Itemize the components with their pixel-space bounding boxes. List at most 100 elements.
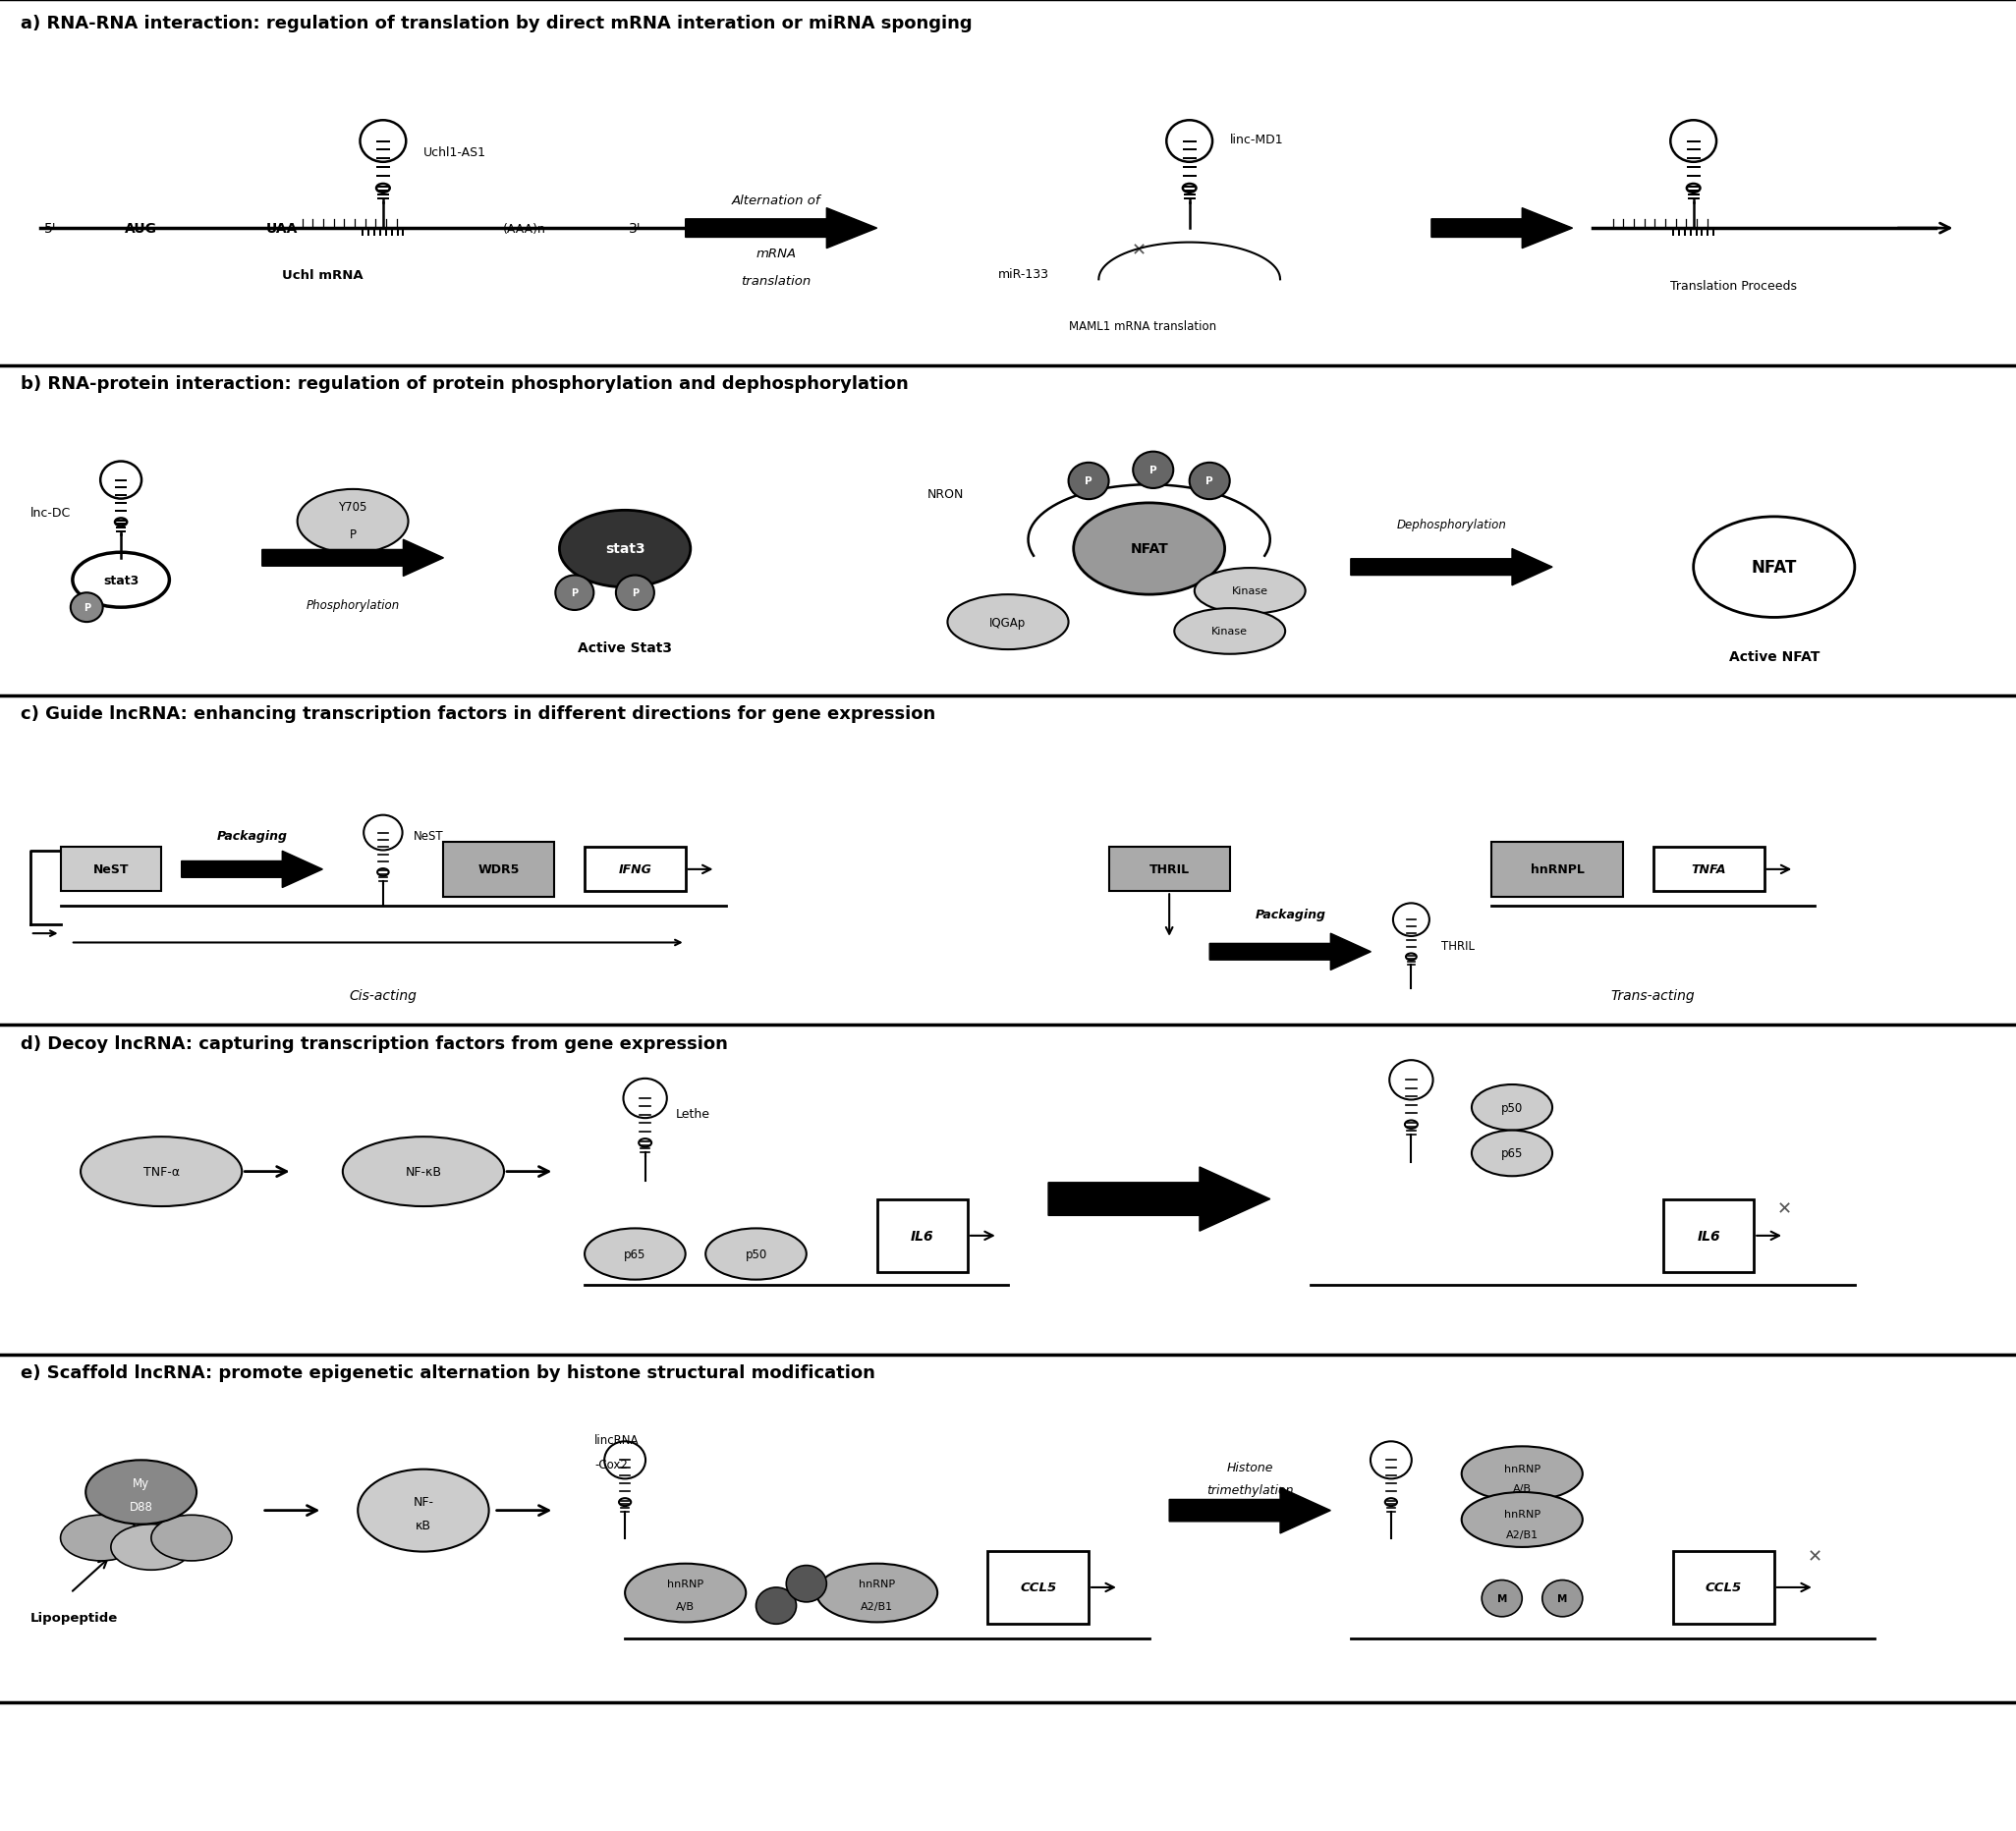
Text: -Cox2: -Cox2 xyxy=(595,1457,629,1470)
FancyArrow shape xyxy=(1351,549,1552,586)
Ellipse shape xyxy=(151,1516,232,1560)
Ellipse shape xyxy=(60,1516,141,1560)
FancyBboxPatch shape xyxy=(877,1199,968,1273)
Text: TNFA: TNFA xyxy=(1691,864,1726,875)
Circle shape xyxy=(756,1587,796,1624)
Ellipse shape xyxy=(111,1523,192,1569)
Circle shape xyxy=(786,1566,827,1602)
Text: CCL5: CCL5 xyxy=(1020,1582,1056,1593)
Circle shape xyxy=(617,577,653,612)
FancyArrow shape xyxy=(685,209,877,249)
Text: WDR5: WDR5 xyxy=(478,864,520,875)
Text: Lethe: Lethe xyxy=(675,1108,710,1121)
Text: mRNA: mRNA xyxy=(756,247,796,260)
FancyArrow shape xyxy=(262,540,444,577)
FancyArrow shape xyxy=(1048,1168,1270,1232)
Ellipse shape xyxy=(816,1564,937,1622)
Text: lincRNA: lincRNA xyxy=(595,1434,639,1446)
Text: 5'—: 5'— xyxy=(44,222,71,236)
Circle shape xyxy=(554,577,593,612)
Circle shape xyxy=(71,593,103,623)
Text: κB: κB xyxy=(415,1520,431,1531)
Text: miR-133: miR-133 xyxy=(998,269,1048,280)
Text: a) RNA-RNA interaction: regulation of translation by direct mRNA interation or m: a) RNA-RNA interaction: regulation of tr… xyxy=(20,15,972,33)
Ellipse shape xyxy=(706,1229,806,1280)
Ellipse shape xyxy=(1472,1084,1552,1130)
Text: P: P xyxy=(571,588,579,599)
FancyBboxPatch shape xyxy=(60,848,161,892)
Text: p65: p65 xyxy=(1502,1148,1522,1159)
Text: Packaging: Packaging xyxy=(216,829,288,842)
Circle shape xyxy=(1482,1580,1522,1617)
Text: IFNG: IFNG xyxy=(619,864,651,875)
Text: My: My xyxy=(133,1478,149,1489)
Circle shape xyxy=(1068,463,1109,500)
Text: UAA: UAA xyxy=(266,222,298,236)
Ellipse shape xyxy=(296,489,407,553)
Ellipse shape xyxy=(73,553,169,608)
FancyBboxPatch shape xyxy=(444,842,554,897)
Ellipse shape xyxy=(1073,504,1224,595)
Text: stat3: stat3 xyxy=(605,542,645,557)
FancyBboxPatch shape xyxy=(1663,1199,1754,1273)
Ellipse shape xyxy=(1472,1130,1552,1177)
Text: Cis-acting: Cis-acting xyxy=(349,989,417,1003)
Text: Trans-acting: Trans-acting xyxy=(1611,989,1695,1003)
Text: A2/B1: A2/B1 xyxy=(1506,1529,1538,1540)
Text: A/B: A/B xyxy=(675,1600,696,1611)
Text: Uchl mRNA: Uchl mRNA xyxy=(282,269,363,282)
FancyBboxPatch shape xyxy=(1492,842,1623,897)
Text: p50: p50 xyxy=(746,1249,766,1260)
Text: P: P xyxy=(1085,476,1093,487)
FancyBboxPatch shape xyxy=(1109,848,1230,892)
Text: hnRNP: hnRNP xyxy=(1504,1509,1540,1520)
Ellipse shape xyxy=(1462,1492,1583,1547)
Text: AUG: AUG xyxy=(125,222,157,236)
Text: IQGAp: IQGAp xyxy=(990,617,1026,628)
FancyArrow shape xyxy=(181,851,323,888)
Text: P: P xyxy=(1149,465,1157,476)
Text: M: M xyxy=(1496,1593,1508,1604)
FancyBboxPatch shape xyxy=(585,848,685,892)
Text: Dephosphorylation: Dephosphorylation xyxy=(1397,518,1506,531)
Text: Active NFAT: Active NFAT xyxy=(1728,650,1820,665)
Text: lnc-DC: lnc-DC xyxy=(30,507,71,518)
Ellipse shape xyxy=(1462,1446,1583,1501)
Text: Phosphorylation: Phosphorylation xyxy=(306,599,399,612)
Text: NeST: NeST xyxy=(93,864,129,875)
Text: M: M xyxy=(1556,1593,1568,1604)
Ellipse shape xyxy=(1693,516,1855,617)
Text: hnRNP: hnRNP xyxy=(1504,1463,1540,1474)
Text: hnRNP: hnRNP xyxy=(667,1578,704,1589)
Text: hnRNP: hnRNP xyxy=(859,1578,895,1589)
Text: A/B: A/B xyxy=(1512,1483,1532,1494)
Text: (AAA)n: (AAA)n xyxy=(502,223,546,234)
Text: NeST: NeST xyxy=(413,829,444,842)
Text: Translation Proceeds: Translation Proceeds xyxy=(1671,280,1796,293)
Text: P: P xyxy=(349,529,357,540)
FancyBboxPatch shape xyxy=(1653,848,1764,892)
Ellipse shape xyxy=(359,1468,490,1551)
Text: ✕: ✕ xyxy=(1131,242,1147,260)
Ellipse shape xyxy=(343,1137,504,1207)
Text: Alternation of: Alternation of xyxy=(732,194,821,207)
Text: c) Guide lncRNA: enhancing transcription factors in different directions for gen: c) Guide lncRNA: enhancing transcription… xyxy=(20,705,935,723)
Text: ✕: ✕ xyxy=(1776,1199,1792,1218)
Text: 3': 3' xyxy=(629,222,641,236)
Text: CCL5: CCL5 xyxy=(1706,1582,1742,1593)
Text: Packaging: Packaging xyxy=(1254,908,1327,921)
FancyBboxPatch shape xyxy=(1673,1551,1774,1624)
Text: stat3: stat3 xyxy=(103,575,139,586)
Text: NF-: NF- xyxy=(413,1496,433,1507)
Text: NFAT: NFAT xyxy=(1752,558,1796,577)
Text: P: P xyxy=(83,602,91,613)
Text: p65: p65 xyxy=(625,1249,645,1260)
FancyBboxPatch shape xyxy=(988,1551,1089,1624)
Ellipse shape xyxy=(1173,608,1286,655)
Text: Active Stat3: Active Stat3 xyxy=(579,641,671,655)
Text: IL6: IL6 xyxy=(911,1229,933,1243)
FancyArrow shape xyxy=(1210,934,1371,970)
FancyArrow shape xyxy=(1431,209,1572,249)
Text: NRON: NRON xyxy=(927,489,964,500)
Text: D88: D88 xyxy=(129,1501,153,1512)
